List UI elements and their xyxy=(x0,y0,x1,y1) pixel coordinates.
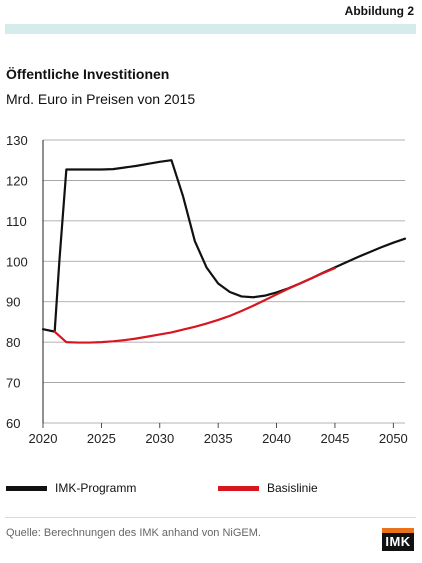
y-tick-label-80: 80 xyxy=(6,335,20,350)
x-tick-label-2040: 2040 xyxy=(262,431,291,446)
y-tick-label-100: 100 xyxy=(6,254,28,269)
legend-swatch-imk-programm xyxy=(6,485,47,491)
x-tick-label-2045: 2045 xyxy=(320,431,349,446)
source-divider xyxy=(5,517,416,518)
y-tick-label-130: 130 xyxy=(6,133,28,148)
x-tick-label-2035: 2035 xyxy=(204,431,233,446)
logo-text: IMK xyxy=(382,533,414,551)
y-tick-label-90: 90 xyxy=(6,295,20,310)
y-tick-label-60: 60 xyxy=(6,416,20,431)
logo-accent-bar xyxy=(382,528,414,533)
chart-subtitle: Mrd. Euro in Preisen von 2015 xyxy=(6,91,196,107)
legend-item-imk-programm: IMK-Programm xyxy=(6,480,136,496)
legend-label-basislinie: Basislinie xyxy=(267,481,318,495)
x-tick-label-2025: 2025 xyxy=(87,431,116,446)
x-tick-label-2030: 2030 xyxy=(145,431,174,446)
legend-swatch-basislinie xyxy=(218,485,259,491)
y-tick-label-120: 120 xyxy=(6,173,28,188)
legend-label-imk-programm: IMK-Programm xyxy=(55,481,137,495)
figure-label: Abbildung 2 xyxy=(344,4,414,18)
header-band xyxy=(5,24,416,34)
y-tick-label-70: 70 xyxy=(6,376,20,391)
y-tick-label-110: 110 xyxy=(6,214,27,229)
series-line-imk-programm xyxy=(41,159,407,333)
x-tick-label-2050: 2050 xyxy=(379,431,408,446)
imk-logo: IMK xyxy=(382,528,414,551)
chart-title: Öffentliche Investitionen xyxy=(6,66,170,82)
source-note: Quelle: Berechnungen des IMK anhand von … xyxy=(6,527,261,539)
series-line-basislinie xyxy=(53,267,337,344)
legend-item-basislinie: Basislinie xyxy=(218,480,318,496)
x-tick-label-2020: 2020 xyxy=(29,431,58,446)
